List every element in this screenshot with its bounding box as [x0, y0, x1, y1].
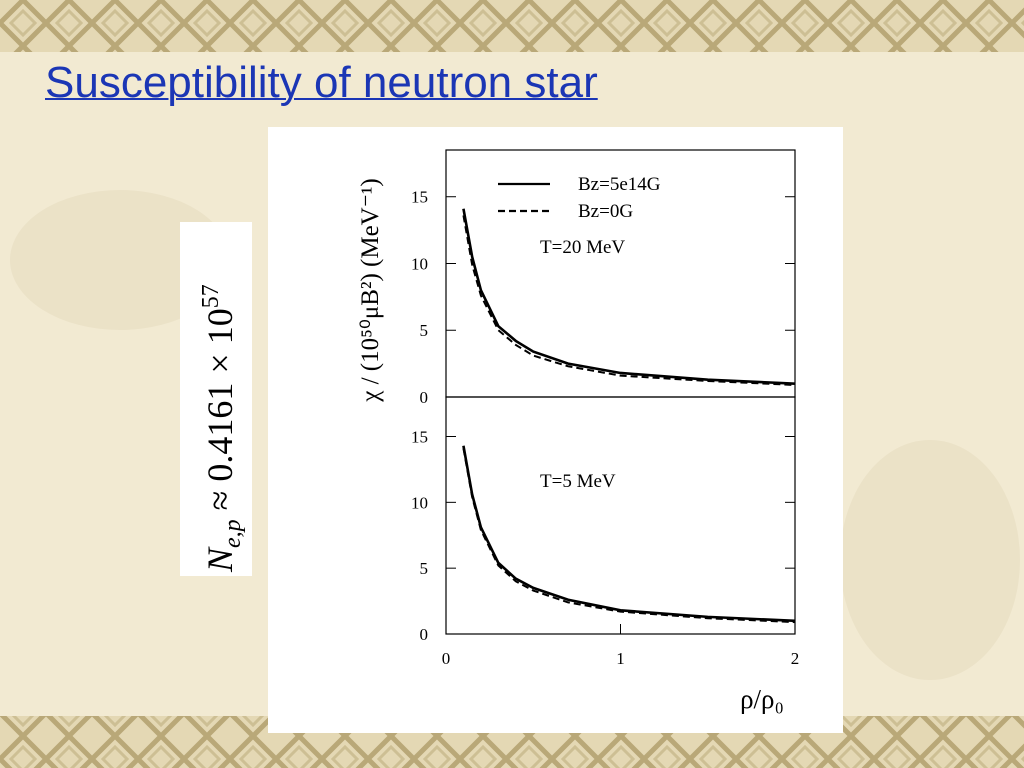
formula-subscript: e,p	[220, 519, 246, 548]
x-tick-label: 2	[791, 649, 800, 668]
legend-label: Bz=0G	[578, 201, 633, 222]
slide-title: Susceptibility of neutron star	[45, 58, 598, 107]
y-tick-label: 15	[411, 428, 428, 447]
formula: Ne,p ≈ 0.4161 × 1057	[198, 284, 246, 573]
y-tick-label: 0	[420, 388, 429, 407]
y-tick-label: 15	[411, 188, 428, 207]
top-border	[0, 0, 1024, 52]
y-tick-label: 5	[420, 321, 429, 340]
y-tick-label: 10	[411, 254, 428, 273]
series-line	[462, 448, 796, 624]
bg-smudge	[840, 440, 1020, 680]
series-line	[462, 208, 796, 385]
y-tick-label: 5	[420, 559, 429, 578]
formula-relation: ≈ 0.4161 × 10	[200, 308, 240, 519]
bg-smudge	[10, 190, 230, 330]
formula-box	[180, 222, 252, 576]
annotation: T=20 MeV	[540, 237, 625, 258]
formula-symbol: N	[200, 546, 240, 573]
series-line	[462, 445, 796, 623]
series-line	[462, 215, 796, 386]
x-tick-label: 0	[442, 649, 451, 668]
annotation: T=5 MeV	[540, 471, 616, 492]
chart-box	[268, 127, 843, 733]
y-axis-label: χ / (10⁵⁰μB²) (MeV⁻¹)	[357, 178, 384, 402]
x-axis-label: ρ/ρ₀	[740, 684, 784, 714]
y-tick-label: 0	[420, 625, 429, 644]
legend-label: Bz=5e14G	[578, 174, 661, 195]
x-tick-label: 1	[616, 649, 625, 668]
y-tick-label: 10	[411, 493, 428, 512]
formula-exponent: 57	[198, 284, 224, 308]
